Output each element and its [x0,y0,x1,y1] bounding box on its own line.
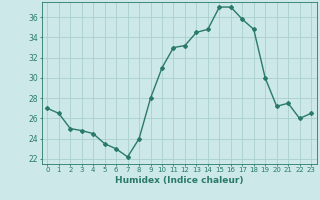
X-axis label: Humidex (Indice chaleur): Humidex (Indice chaleur) [115,176,244,185]
